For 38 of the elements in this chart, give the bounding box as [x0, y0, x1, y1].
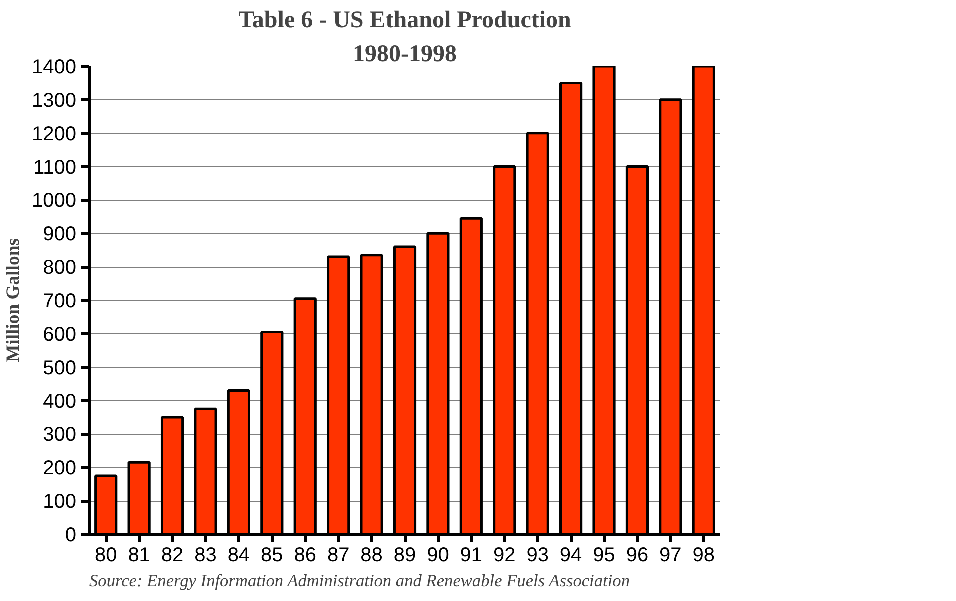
x-tick-label: 88 [360, 544, 383, 566]
y-tick-label: 1100 [33, 156, 77, 179]
x-tick-label: 86 [294, 544, 316, 566]
y-tick-label: 400 [43, 390, 77, 413]
x-tick-label: 83 [194, 544, 217, 566]
y-tick-label: 600 [43, 324, 77, 346]
y-tick-label: 1200 [32, 123, 77, 146]
x-tick-label: 85 [261, 544, 284, 566]
x-tick-label: 96 [626, 544, 649, 566]
y-tick-label: 900 [43, 224, 77, 246]
y-tick-label: 100 [43, 491, 77, 514]
x-tick-label: 93 [526, 544, 549, 566]
x-tick-label: 87 [327, 544, 350, 566]
y-tick-label: 800 [43, 257, 77, 280]
y-tick-label: 1000 [32, 190, 77, 212]
x-tick-label: 82 [161, 544, 184, 566]
x-tick-label: 81 [128, 544, 150, 566]
y-tick-label: 500 [43, 357, 77, 380]
x-tick-label: 84 [228, 544, 250, 566]
y-tick-label: 300 [43, 424, 77, 446]
x-tick-label: 94 [560, 544, 582, 566]
x-tick-label: 97 [660, 544, 682, 566]
chart-subtitle: 1980-1998 [353, 42, 458, 68]
x-tick-label: 92 [494, 544, 516, 566]
y-tick-label: 1300 [32, 90, 77, 112]
y-tick-label: 0 [65, 524, 76, 546]
y-tick-label: 1400 [32, 56, 77, 78]
x-tick-label: 98 [692, 544, 716, 566]
chart-title: Table 6 - US Ethanol Production [238, 8, 572, 34]
x-tick-label: 95 [593, 544, 616, 566]
x-tick-label: 91 [460, 544, 483, 566]
x-tick-label: 80 [94, 544, 118, 566]
x-tick-label: 90 [427, 544, 450, 566]
source-note: Source: Energy Information Administration and Renewable Fuels Association [90, 572, 630, 590]
x-tick-label: 89 [394, 544, 416, 566]
y-tick-label: 700 [43, 290, 77, 312]
y-tick-label: 200 [43, 458, 77, 480]
y-axis-title: Million Gallons [3, 238, 24, 362]
